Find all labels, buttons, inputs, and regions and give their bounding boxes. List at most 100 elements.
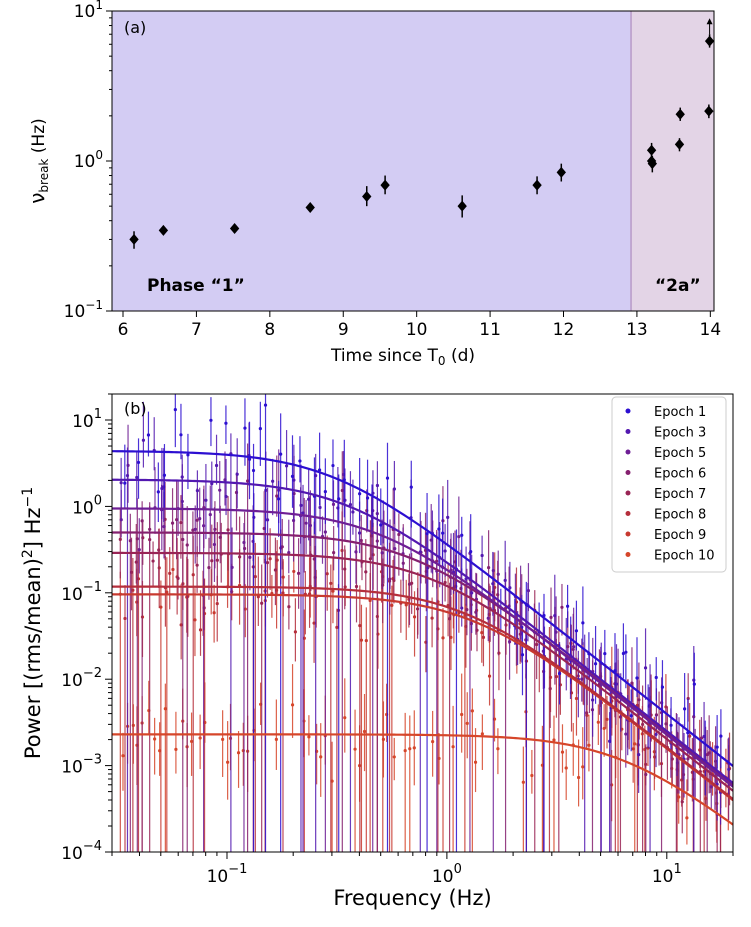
- legend-marker: [625, 511, 631, 516]
- power-point: [431, 740, 435, 744]
- power-point: [403, 749, 407, 753]
- power-point: [202, 524, 206, 528]
- power-point: [296, 571, 301, 575]
- power-point: [125, 473, 130, 478]
- panel-a-x-axis-label: Time since T0 (d): [330, 346, 475, 368]
- power-point: [669, 723, 673, 727]
- power-point: [491, 582, 495, 586]
- phase-2a-region: [631, 11, 714, 311]
- power-point: [287, 551, 291, 555]
- power-point: [554, 674, 559, 679]
- power-point: [375, 483, 380, 488]
- data-point: [532, 179, 542, 191]
- power-point: [277, 497, 281, 501]
- legend-label: Epoch 8: [654, 508, 706, 523]
- power-point: [443, 580, 447, 585]
- power-point: [323, 530, 327, 534]
- power-point: [635, 676, 639, 680]
- x-tick-label: 14: [700, 320, 722, 340]
- y-tick-mantissa: 10: [61, 585, 83, 605]
- power-point: [260, 601, 264, 605]
- y-label-sub: break: [37, 159, 51, 193]
- x-tick-label: 6: [118, 320, 129, 340]
- y-tick-label: 10−4: [61, 839, 102, 864]
- power-point: [451, 745, 455, 749]
- power-point: [153, 737, 157, 741]
- power-point: [121, 754, 125, 758]
- power-point: [624, 732, 628, 736]
- x-tick-label: 9: [338, 320, 349, 340]
- y-tick-label: 10−1: [64, 298, 103, 322]
- power-point: [354, 550, 358, 554]
- data-point: [704, 105, 714, 117]
- power-point: [301, 511, 305, 515]
- power-point: [487, 674, 492, 678]
- legend-marker: [625, 429, 631, 434]
- legend-marker: [625, 490, 631, 496]
- power-point: [357, 531, 362, 535]
- legend-label: Epoch 1: [654, 405, 706, 420]
- power-point: [191, 573, 195, 577]
- power-point: [587, 743, 591, 747]
- power-point: [245, 479, 250, 483]
- power-point: [692, 682, 696, 686]
- legend-label: Epoch 7: [654, 487, 706, 502]
- lorentzian-fit-curve: [112, 585, 733, 800]
- power-point: [221, 737, 225, 741]
- power-point: [243, 426, 247, 430]
- y-tick-exponent: −2: [83, 666, 102, 681]
- data-point: [556, 166, 566, 178]
- power-point: [353, 747, 357, 751]
- data-point: [305, 201, 315, 213]
- y-tick-mantissa: 10: [61, 844, 83, 864]
- y-tick-exponent: 1: [95, 0, 103, 12]
- power-point: [189, 739, 194, 744]
- power-point: [141, 438, 146, 442]
- power-point: [603, 651, 607, 656]
- power-point: [530, 773, 534, 778]
- y-tick-mantissa: 10: [74, 152, 96, 172]
- x-label-main: Time since T: [330, 346, 439, 366]
- power-point: [460, 533, 464, 537]
- power-point: [709, 785, 713, 789]
- power-point: [176, 576, 180, 581]
- x-tick-mantissa: 10: [652, 867, 674, 887]
- power-point: [441, 531, 445, 535]
- legend-marker: [625, 470, 631, 475]
- phase-2a-label: “2a”: [655, 276, 701, 296]
- power-point: [165, 590, 169, 594]
- power-point: [437, 527, 441, 531]
- x-tick-label: 10: [406, 320, 428, 340]
- power-point: [392, 487, 396, 491]
- power-point: [168, 571, 172, 575]
- power-point: [280, 545, 284, 549]
- power-point: [473, 760, 478, 764]
- power-point: [210, 559, 214, 563]
- y-tick-mantissa: 10: [74, 2, 96, 22]
- power-point: [412, 746, 416, 750]
- x-tick-label: 8: [264, 320, 275, 340]
- power-point: [574, 629, 579, 633]
- power-point: [331, 589, 335, 593]
- power-point: [443, 549, 447, 553]
- data-point: [380, 179, 390, 191]
- power-point: [631, 747, 635, 751]
- power-point: [496, 572, 500, 576]
- power-point: [292, 569, 296, 574]
- power-point: [393, 547, 397, 551]
- power-point: [274, 737, 278, 741]
- legend-label: Epoch 3: [654, 426, 706, 441]
- y-label-part1: Power [(rms/mean): [21, 558, 45, 759]
- power-point: [331, 502, 336, 506]
- power-point: [180, 475, 184, 479]
- power-point: [171, 567, 175, 572]
- power-point: [480, 553, 484, 558]
- power-point: [364, 639, 368, 643]
- phase-1-label: Phase “1”: [147, 276, 245, 296]
- y-tick-exponent: 1: [94, 407, 102, 422]
- x-tick-exponent: 1: [673, 862, 681, 877]
- x-tick-mantissa: 10: [432, 867, 454, 887]
